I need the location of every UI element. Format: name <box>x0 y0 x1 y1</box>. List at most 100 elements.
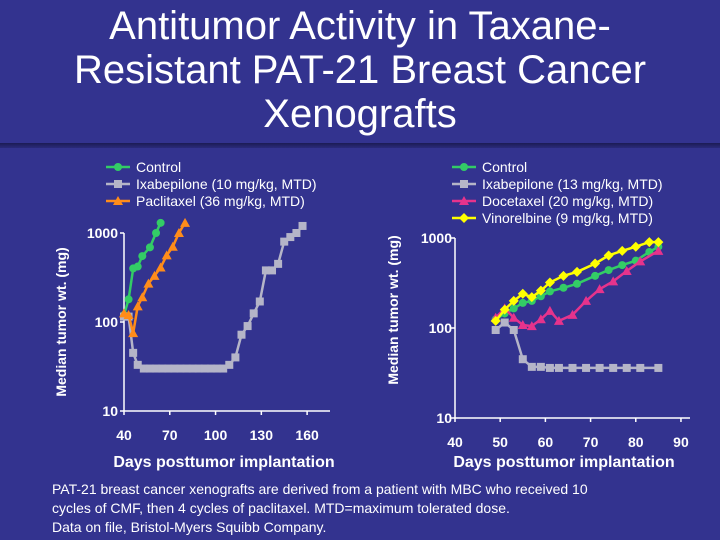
data-point <box>129 348 138 357</box>
data-point <box>155 262 166 272</box>
data-point <box>567 309 578 319</box>
series-3 <box>119 217 191 338</box>
data-point <box>268 266 277 275</box>
data-point <box>545 363 554 372</box>
data-point <box>231 353 240 362</box>
data-point <box>188 364 197 373</box>
data-point <box>158 364 167 373</box>
data-point <box>176 364 185 373</box>
data-point <box>582 363 591 372</box>
title-line-3: Xenografts <box>263 92 457 136</box>
x-axis-title: Days posttumor implantation <box>113 454 334 471</box>
legend-marker <box>113 196 123 205</box>
data-point <box>298 221 307 230</box>
legend-label: Ixabepilone (10 mg/kg, MTD) <box>136 176 317 192</box>
x-tick-label: 70 <box>583 434 599 450</box>
legend-marker <box>459 213 469 223</box>
data-point <box>499 304 510 315</box>
data-point <box>595 363 604 372</box>
footnote-line-3: Data on file, Bristol-Myers Squibb Compa… <box>52 519 327 535</box>
data-point <box>139 364 148 373</box>
data-point <box>535 314 546 324</box>
footnote: PAT-21 breast cancer xenografts are deri… <box>52 480 692 537</box>
x-tick-label: 50 <box>492 434 508 450</box>
x-tick-label: 90 <box>673 434 689 450</box>
data-point <box>558 270 569 281</box>
legend-label: Paclitaxel (36 mg/kg, MTD) <box>136 193 305 209</box>
data-point <box>225 360 234 369</box>
data-point <box>568 363 577 372</box>
chart-panel-1: 10 100 1000 40 70 100 130 160 Days posttumor imp… <box>53 159 335 471</box>
data-point <box>182 364 191 373</box>
data-point <box>617 245 628 256</box>
y-tick-label: 10 <box>436 410 452 426</box>
series-2 <box>120 221 307 373</box>
data-point <box>200 364 209 373</box>
data-point <box>581 295 592 305</box>
title-line-1: Antitumor Activity in Taxane- <box>109 4 611 48</box>
data-point <box>508 295 519 306</box>
data-point <box>608 276 619 286</box>
y-axis-title: Median tumor wt. (mg) <box>385 235 401 384</box>
data-point <box>180 217 191 227</box>
data-point <box>622 363 631 372</box>
data-point <box>653 245 664 255</box>
y-tick-label: 100 <box>95 314 119 330</box>
data-point <box>653 237 664 248</box>
data-point <box>572 266 583 277</box>
data-point <box>132 301 143 311</box>
data-point <box>152 229 161 237</box>
x-tick-label: 80 <box>628 434 644 450</box>
data-point <box>526 321 537 331</box>
legend-label: Ixabepilone (13 mg/kg, MTD) <box>482 176 663 192</box>
data-point <box>491 326 500 335</box>
series-2 <box>491 318 663 372</box>
data-point <box>255 297 264 306</box>
data-point <box>518 355 527 364</box>
data-point <box>286 233 295 242</box>
y-tick-label: 1000 <box>87 225 118 241</box>
data-point <box>138 252 147 261</box>
data-point <box>490 315 501 326</box>
data-point <box>133 262 142 271</box>
data-point <box>518 298 527 307</box>
legend-marker <box>459 196 469 205</box>
data-point <box>526 292 537 303</box>
data-point <box>237 330 246 339</box>
data-point <box>559 283 568 292</box>
data-point <box>618 261 627 270</box>
legend-label: Docetaxel (20 mg/kg, MTD) <box>482 193 653 209</box>
x-axis-title: Days posttumor implantation <box>453 454 674 471</box>
data-point <box>292 229 301 237</box>
data-point <box>213 364 222 373</box>
data-point <box>644 237 655 248</box>
chart-panel-2: 10 100 1000 40 50 60 70 80 90 Days posttumor impl… <box>385 159 690 471</box>
legend-marker <box>114 180 122 188</box>
series-4 <box>490 237 664 326</box>
x-tick-label: 40 <box>447 434 463 450</box>
data-point <box>591 271 600 280</box>
data-point <box>553 315 564 325</box>
y-tick-label: 1000 <box>421 230 452 246</box>
data-point <box>161 250 172 260</box>
legend-marker <box>460 163 468 171</box>
data-point <box>630 241 641 252</box>
data-point <box>123 309 134 319</box>
x-tick-label: 40 <box>116 427 132 443</box>
data-point <box>170 364 179 373</box>
data-point <box>124 295 133 304</box>
page-title: Antitumor Activity in Taxane- Resistant … <box>0 4 720 136</box>
legend-label: Control <box>482 159 527 175</box>
data-point <box>137 292 148 302</box>
data-point <box>544 305 555 315</box>
data-point <box>594 284 605 294</box>
y-tick-label: 10 <box>102 403 118 419</box>
data-point <box>536 362 545 371</box>
data-point <box>274 259 283 268</box>
data-point <box>219 364 228 373</box>
data-point <box>635 256 646 266</box>
x-tick-label: 60 <box>538 434 554 450</box>
data-point <box>621 265 632 275</box>
data-point <box>173 228 184 237</box>
